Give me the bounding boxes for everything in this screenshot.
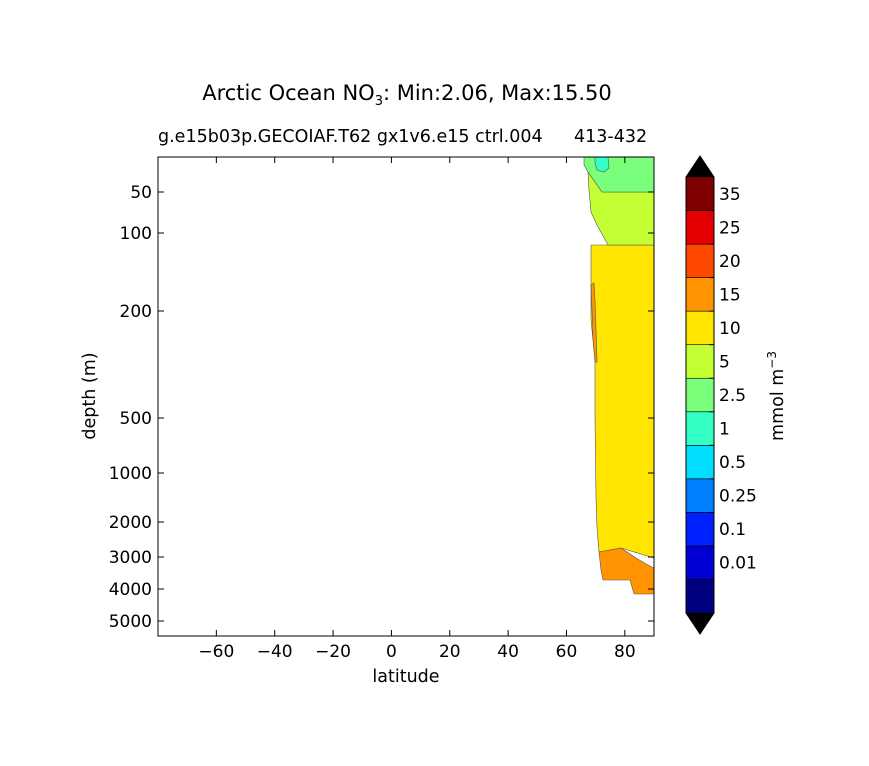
- x-tick-label: 60: [556, 642, 578, 662]
- colorbar-segment: [685, 210, 715, 245]
- colorbar-tick-label: 2.5: [719, 386, 746, 406]
- colorbar-segment: [685, 579, 715, 614]
- colorbar-tick-label: 0.1: [719, 520, 746, 540]
- y-tick-label: 200: [120, 302, 152, 322]
- colorbar-label-text: mmol m: [768, 369, 788, 441]
- colorbar-segment: [685, 377, 715, 413]
- colorbar-segment: [685, 344, 715, 379]
- colorbar-segment: [685, 176, 715, 211]
- colorbar-tick-label: 0.25: [719, 487, 757, 507]
- chart-title: Arctic Ocean NO3: Min:2.06, Max:15.50: [202, 81, 612, 109]
- title-suffix: : Min:2.06, Max:15.50: [383, 81, 612, 105]
- y-tick-label: 500: [120, 409, 152, 429]
- x-tick-label: −60: [198, 642, 234, 662]
- x-tick-label: −40: [257, 642, 293, 662]
- x-tick-label: −20: [315, 642, 351, 662]
- colorbar-tick-label: 25: [719, 218, 741, 238]
- colorbar-segment: [685, 512, 715, 547]
- colorbar-outline: [685, 155, 715, 635]
- y-axis: 50 100 200 500 1000 2000 3000 4000 5000 depth (m…: [80, 183, 654, 632]
- contour-band-15-20-lens: [590, 282, 598, 363]
- colorbar-segment: [685, 411, 715, 446]
- colorbar-tick-label: 0.01: [719, 554, 757, 574]
- colorbar-segment: [685, 478, 715, 513]
- y-tick-label: 50: [130, 183, 152, 203]
- y-tick-label: 3000: [109, 548, 152, 568]
- x-axis: −60 −40 −20 0 20 40 60 80 latitude: [198, 157, 636, 687]
- colorbar-extend-under: [686, 613, 714, 634]
- x-tick-label: 20: [439, 642, 461, 662]
- colorbar-extend-over: [686, 156, 714, 177]
- colorbar-segment: [685, 243, 715, 278]
- colorbar-segment: [685, 310, 715, 345]
- contour-band-10-15: [590, 244, 655, 559]
- y-tick-label: 100: [120, 224, 152, 244]
- y-tick-label: 2000: [109, 513, 152, 533]
- x-tick-label: 0: [386, 642, 397, 662]
- contour-band-1-2.5: [594, 156, 610, 173]
- colorbar-label: mmol m−3: [765, 351, 788, 441]
- colorbar-segment: [685, 445, 715, 480]
- colorbar-segments: [685, 176, 715, 614]
- x-tick-label: 80: [614, 642, 636, 662]
- plot-area: [157, 156, 655, 637]
- colorbar-tick-label: 20: [719, 252, 741, 272]
- colorbar-tick-label: 1: [719, 420, 730, 440]
- chart-subtitle-left: g.e15b03p.GECOIAF.T62 gx1v6.e15 ctrl.004: [158, 127, 543, 147]
- colorbar-label-exp: −3: [765, 351, 779, 369]
- y-ticks: 50 100 200 500 1000 2000 3000 4000 5000: [109, 183, 654, 632]
- colorbar-ticks: 0.01 0.1 0.25 0.5 1 2.5 5 10 15 20 25 35: [709, 185, 757, 580]
- y-axis-label: depth (m): [80, 352, 100, 439]
- colorbar-tick-label: 15: [719, 285, 741, 305]
- axes-frame: [157, 156, 655, 637]
- title-prefix: Arctic Ocean NO: [202, 81, 374, 105]
- x-tick-label: 40: [497, 642, 519, 662]
- colorbar-tick-label: 5: [719, 353, 730, 373]
- title-subscript: 3: [375, 94, 383, 109]
- y-tick-label: 5000: [109, 612, 152, 632]
- x-axis-label: latitude: [372, 667, 439, 687]
- y-tick-label: 4000: [109, 580, 152, 600]
- axes-background: [158, 157, 654, 636]
- colorbar-tick-label: 0.5: [719, 453, 746, 473]
- chart-subtitle-right: 413-432: [574, 127, 647, 147]
- colorbar: 0.01 0.1 0.25 0.5 1 2.5 5 10 15 20 25 35 mmol m−3: [685, 155, 788, 635]
- colorbar-segment: [685, 277, 715, 312]
- colorbar-tick-label: 35: [719, 185, 741, 205]
- y-tick-label: 1000: [109, 464, 152, 484]
- x-ticks: −60 −40 −20 0 20 40 60 80: [198, 157, 636, 662]
- colorbar-tick-label: 10: [719, 319, 741, 339]
- colorbar-segment: [685, 545, 715, 580]
